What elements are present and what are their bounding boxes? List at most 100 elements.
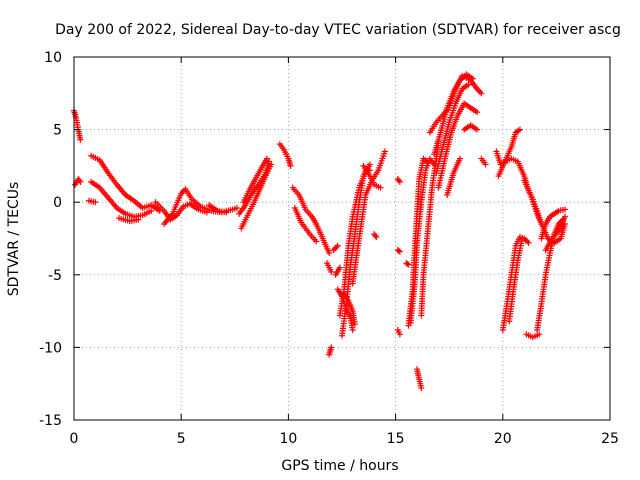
data-series-segment bbox=[542, 213, 568, 254]
data-series-segment bbox=[349, 148, 388, 287]
data-series-segment bbox=[403, 260, 412, 268]
x-tick-label: 25 bbox=[601, 431, 619, 447]
data-series-segment bbox=[414, 366, 425, 392]
data-point-marker bbox=[456, 155, 463, 162]
y-tick-label: -10 bbox=[39, 340, 62, 356]
y-tick-label: -5 bbox=[48, 268, 62, 284]
data-point-marker bbox=[536, 331, 543, 338]
data-series-segment bbox=[86, 197, 99, 206]
grid-lines bbox=[74, 57, 610, 420]
data-point-marker bbox=[336, 264, 343, 271]
data-series-segment bbox=[360, 162, 384, 191]
data-series-segment bbox=[407, 155, 438, 326]
data-series-segment bbox=[538, 206, 568, 242]
axis-ticks: 0 5 10 15 20 25 -15 -10 -5 0 5 10 bbox=[39, 50, 619, 447]
data-series-segment bbox=[433, 81, 472, 177]
data-series-segment bbox=[161, 186, 240, 227]
data-series-segment bbox=[323, 260, 335, 275]
data-series-segment bbox=[238, 161, 275, 232]
x-axis-label: GPS time / hours bbox=[281, 458, 398, 474]
data-point-marker bbox=[333, 244, 340, 251]
data-point-marker bbox=[331, 245, 338, 252]
data-point-marker bbox=[92, 199, 99, 206]
data-point-marker bbox=[223, 209, 230, 216]
data-series-segment bbox=[116, 215, 142, 225]
data-series-segment bbox=[276, 141, 294, 169]
data-series-segment bbox=[394, 175, 403, 185]
data-point-marker bbox=[474, 126, 481, 133]
data-point-marker bbox=[268, 161, 275, 168]
data-points bbox=[71, 71, 568, 392]
x-tick-label: 20 bbox=[494, 431, 512, 447]
data-series-segment bbox=[506, 235, 526, 325]
data-series-segment bbox=[206, 202, 230, 216]
data-point-marker bbox=[561, 206, 568, 213]
data-point-marker bbox=[469, 75, 476, 82]
x-tick-label: 5 bbox=[177, 431, 186, 447]
data-point-marker bbox=[405, 261, 412, 268]
data-point-marker bbox=[396, 331, 403, 338]
data-point-marker bbox=[418, 385, 425, 392]
data-point-marker bbox=[396, 248, 403, 255]
y-axis-label: SDTVAR / TECUs bbox=[6, 182, 22, 297]
data-series-segment bbox=[499, 234, 532, 333]
data-point-marker bbox=[525, 239, 532, 246]
data-point-marker bbox=[233, 205, 240, 212]
y-tick-label: 5 bbox=[53, 123, 62, 139]
data-point-marker bbox=[287, 162, 294, 169]
plot-frame bbox=[73, 56, 611, 421]
data-series-segment bbox=[435, 100, 481, 191]
data-series-segment bbox=[71, 107, 84, 143]
data-series-segment bbox=[371, 231, 380, 241]
data-point-marker bbox=[148, 207, 155, 214]
data-point-marker bbox=[349, 326, 356, 333]
data-point-marker bbox=[395, 247, 402, 254]
data-point-marker bbox=[516, 126, 523, 133]
data-point-marker bbox=[396, 178, 403, 185]
data-point-marker bbox=[326, 250, 333, 257]
x-tick-label: 0 bbox=[70, 431, 79, 447]
data-series-segment bbox=[523, 331, 543, 341]
data-point-marker bbox=[561, 220, 568, 227]
data-point-marker bbox=[330, 247, 337, 254]
y-tick-label: 0 bbox=[53, 195, 62, 211]
data-point-marker bbox=[478, 90, 485, 97]
data-point-marker bbox=[372, 232, 379, 239]
data-series-segment bbox=[326, 344, 335, 358]
data-point-marker bbox=[334, 242, 341, 249]
data-point-marker bbox=[395, 177, 402, 184]
data-point-marker bbox=[263, 155, 270, 162]
data-point-marker bbox=[351, 321, 358, 328]
data-point-marker bbox=[474, 109, 481, 116]
y-tick-label: 10 bbox=[44, 50, 62, 66]
data-series-segment bbox=[152, 199, 210, 223]
data-series-segment bbox=[461, 122, 481, 133]
data-point-marker bbox=[524, 238, 531, 245]
data-series-segment bbox=[289, 184, 333, 257]
data-series-segment bbox=[394, 247, 403, 255]
data-point-marker bbox=[482, 161, 489, 168]
chart-title: Day 200 of 2022, Sidereal Day-to-day VTE… bbox=[55, 22, 621, 38]
data-series-segment bbox=[330, 242, 341, 254]
data-series-segment bbox=[291, 205, 320, 245]
data-point-marker bbox=[561, 213, 568, 220]
data-series-segment bbox=[88, 178, 155, 220]
data-series-segment bbox=[431, 71, 476, 158]
data-series-segment bbox=[478, 155, 489, 168]
data-point-marker bbox=[404, 260, 411, 267]
x-tick-label: 10 bbox=[279, 431, 297, 447]
data-point-marker bbox=[381, 148, 388, 155]
data-series-segment bbox=[332, 264, 343, 278]
data-point-marker bbox=[366, 161, 373, 168]
data-series-segment bbox=[394, 326, 403, 338]
data-series-segment bbox=[240, 155, 270, 206]
data-point-marker bbox=[476, 88, 483, 95]
x-tick-label: 15 bbox=[387, 431, 405, 447]
data-point-marker bbox=[519, 235, 526, 242]
data-series-segment bbox=[444, 155, 463, 198]
data-point-marker bbox=[475, 87, 482, 94]
y-tick-label: -15 bbox=[39, 413, 62, 429]
data-point-marker bbox=[373, 234, 380, 241]
data-point-marker bbox=[135, 216, 142, 223]
data-point-marker bbox=[328, 344, 335, 351]
